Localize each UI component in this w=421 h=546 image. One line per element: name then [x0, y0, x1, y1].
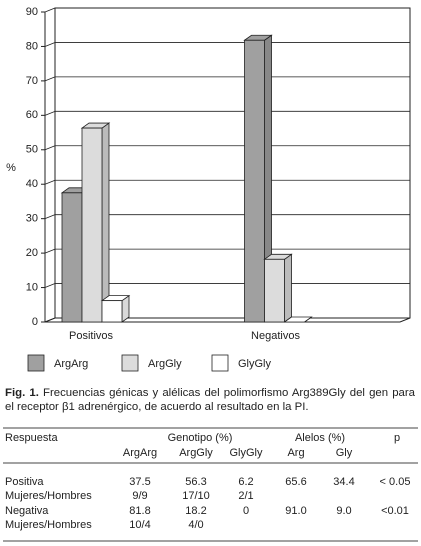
table-subheader: GlyGly [230, 447, 264, 459]
table-header: Alelos (%) [295, 432, 345, 444]
y-tick-label: 60 [26, 109, 38, 121]
y-axis-label: % [6, 162, 16, 174]
table-cell: 91.0 [285, 505, 306, 517]
table-subheader: ArgGly [179, 447, 213, 459]
table-row-label: Positiva [5, 476, 44, 488]
table-subheader: Arg [287, 447, 304, 459]
y-tick-label: 50 [26, 144, 38, 156]
grid-line-side [44, 214, 56, 220]
caption-label: Fig. 1. [5, 387, 39, 399]
legend-swatch [121, 354, 139, 372]
x-tick-label: Negativos [251, 330, 300, 342]
grid-line-side [44, 179, 56, 185]
bar [101, 300, 123, 323]
table-header: Respuesta [5, 432, 58, 444]
table-cell: 4/0 [188, 519, 203, 531]
legend-label: ArgArg [54, 358, 88, 370]
bar [244, 39, 265, 323]
y-tick-label: 30 [26, 213, 38, 225]
table-subheader: ArgArg [123, 447, 157, 459]
legend-swatch [27, 354, 45, 372]
legend-swatch [211, 354, 229, 372]
table-row-label: Mujeres/Hombres [5, 519, 92, 531]
grid-line-side [44, 317, 56, 323]
bar [81, 127, 103, 323]
table-header: Genotipo (%) [168, 432, 233, 444]
table-cell: 9.0 [336, 505, 351, 517]
table-cell: 34.4 [333, 476, 354, 488]
grid-line-side [44, 283, 56, 288]
table-row-label: Mujeres/Hombres [5, 490, 92, 502]
table-cell: <0.01 [381, 505, 409, 517]
table-row-label: Negativa [5, 505, 49, 517]
y-tick-label: 40 [26, 178, 38, 190]
bar [264, 258, 285, 323]
table-cell: 18.2 [185, 505, 206, 517]
y-tick-label: 0 [32, 316, 38, 328]
y-tick-label: 20 [26, 247, 38, 259]
bar-side [101, 122, 110, 323]
caption-text: Frecuencias génicas y alélicas del polim… [5, 387, 415, 413]
caption: Fig. 1. Frecuencias génicas y alélicas d… [5, 386, 415, 414]
y-tick-label: 10 [26, 281, 38, 293]
x-tick-label: Positivos [69, 330, 114, 342]
table-cell: 81.8 [129, 505, 150, 517]
grid-line-side [44, 42, 56, 47]
table-subheader: Gly [336, 447, 353, 459]
table-cell: 6.2 [238, 476, 253, 488]
table-cell: 17/10 [182, 490, 210, 502]
grid-line-side [44, 145, 56, 151]
table-cell: 0 [243, 505, 249, 517]
table-cell: 9/9 [132, 490, 147, 502]
grid-line-side [44, 76, 56, 82]
grid-line-side [44, 7, 56, 13]
legend-label: GlyGly [238, 358, 272, 370]
table-cell: 65.6 [285, 476, 306, 488]
table-cell: 10/4 [129, 519, 150, 531]
table-cell: 56.3 [185, 476, 206, 488]
table-cell: 37.5 [129, 476, 150, 488]
grid-line-side [44, 248, 56, 254]
bar-side [284, 253, 292, 323]
bar [61, 192, 83, 323]
grid-line-side [44, 110, 56, 116]
bar-top [283, 316, 313, 323]
y-tick-label: 90 [26, 6, 38, 18]
y-tick-label: 70 [26, 75, 38, 87]
table-cell: 2/1 [238, 490, 253, 502]
y-tick-label: 80 [26, 40, 38, 52]
table-cell: < 0.05 [380, 476, 411, 488]
table-header: p [394, 432, 400, 444]
legend-label: ArgGly [148, 358, 182, 370]
